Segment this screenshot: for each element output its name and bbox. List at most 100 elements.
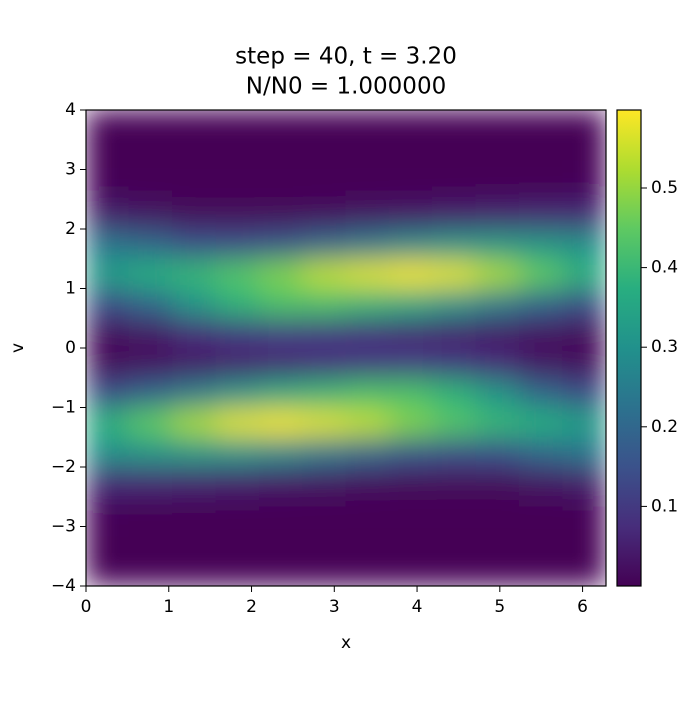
heatmap-cell xyxy=(388,526,434,557)
colorbar xyxy=(616,109,642,587)
heatmap-cell xyxy=(215,496,260,527)
heatmap-cell xyxy=(215,228,260,260)
heatmap-cell xyxy=(215,466,260,498)
x-tick-label: 3 xyxy=(329,597,340,617)
heatmap-cell xyxy=(86,347,130,379)
heatmap-cell xyxy=(172,139,217,170)
heatmap-cell xyxy=(562,169,606,200)
heatmap-cell xyxy=(562,288,606,319)
y-tick-label: 1 xyxy=(65,279,76,299)
heatmap-cell xyxy=(258,347,304,379)
heatmap-cell xyxy=(475,110,520,141)
plot-area xyxy=(86,110,606,586)
heatmap-cell xyxy=(86,496,130,527)
heatmap-cell xyxy=(518,169,564,200)
heatmap-cell xyxy=(345,466,390,498)
heatmap-cell xyxy=(388,555,434,586)
heatmap-cell xyxy=(172,436,217,468)
heatmap-cell xyxy=(475,407,520,438)
heatmap-cell xyxy=(128,110,174,141)
heatmap-cell xyxy=(518,526,564,557)
heatmap-cell xyxy=(432,555,477,586)
heatmap-cell xyxy=(172,169,217,200)
heatmap-cell xyxy=(388,110,434,141)
heatmap-cell xyxy=(302,526,347,557)
heatmap-cell xyxy=(302,466,347,498)
heatmap-cell xyxy=(172,198,217,230)
heatmap-cell xyxy=(86,377,130,408)
heatmap-cell xyxy=(518,198,564,230)
heatmap-cell xyxy=(475,496,520,527)
chart-subtitle: N/N0 = 1.000000 xyxy=(246,74,446,100)
heatmap-cell xyxy=(345,288,390,319)
heatmap-cell xyxy=(562,466,606,498)
heatmap-cell xyxy=(302,139,347,170)
colorbar-tick-label: 0.2 xyxy=(651,417,678,437)
heatmap-cell xyxy=(128,228,174,260)
colorbar-tick-label: 0.5 xyxy=(651,178,678,198)
heatmap-cell xyxy=(388,169,434,200)
heatmap-cell xyxy=(215,139,260,170)
colorbar-tick-label: 0.1 xyxy=(651,496,678,516)
heatmap-cell xyxy=(86,139,130,170)
heatmap-cell xyxy=(86,198,130,230)
heatmap-cell xyxy=(258,436,304,468)
heatmap-cell xyxy=(475,555,520,586)
heatmap-cell xyxy=(86,288,130,319)
heatmap-cell xyxy=(432,377,477,408)
heatmap-cell xyxy=(388,198,434,230)
heatmap-cell xyxy=(302,347,347,379)
heatmap-cell xyxy=(172,466,217,498)
heatmap-cell xyxy=(172,110,217,141)
heatmap-cell xyxy=(215,258,260,289)
y-tick-label: −4 xyxy=(51,576,76,596)
heatmap-cell xyxy=(518,436,564,468)
heatmap-cell xyxy=(302,169,347,200)
heatmap-cell xyxy=(388,436,434,468)
heatmap-cell xyxy=(345,198,390,230)
heatmap-cell xyxy=(432,288,477,319)
heatmap-cell xyxy=(86,228,130,260)
heatmap-cell xyxy=(432,258,477,289)
heatmap-cell xyxy=(345,258,390,289)
y-tick-label: −2 xyxy=(51,457,76,477)
heatmap-cell xyxy=(258,377,304,408)
heatmap-cell xyxy=(518,110,564,141)
heatmap-cell xyxy=(518,139,564,170)
heatmap-cell xyxy=(562,139,606,170)
heatmap-cell xyxy=(475,169,520,200)
heatmap-cell xyxy=(86,555,130,586)
heatmap-cell xyxy=(345,228,390,260)
heatmap-cell xyxy=(475,258,520,289)
heatmap-cell xyxy=(475,139,520,170)
heatmap-cell xyxy=(172,526,217,557)
heatmap-cell xyxy=(258,407,304,438)
heatmap-cell xyxy=(128,347,174,379)
heatmap-cell xyxy=(128,526,174,557)
heatmap-cell xyxy=(432,347,477,379)
heatmap-cell xyxy=(128,288,174,319)
heatmap-cell xyxy=(172,228,217,260)
heatmap-cell xyxy=(128,407,174,438)
heatmap-cell xyxy=(388,407,434,438)
heatmap-cell xyxy=(215,198,260,230)
y-tick-label: −3 xyxy=(51,517,76,537)
heatmap-cell xyxy=(388,466,434,498)
y-tick-label: 3 xyxy=(65,160,76,180)
x-tick-label: 2 xyxy=(246,597,257,617)
heatmap-cell xyxy=(562,555,606,586)
colorbar-tick-label: 0.4 xyxy=(651,258,678,278)
heatmap-cell xyxy=(518,377,564,408)
heatmap-cell xyxy=(432,407,477,438)
heatmap-cell xyxy=(215,377,260,408)
heatmap-cell xyxy=(562,228,606,260)
heatmap-cell xyxy=(345,347,390,379)
heatmap-cell xyxy=(302,407,347,438)
heatmap-cell xyxy=(172,347,217,379)
heatmap-cell xyxy=(475,466,520,498)
heatmap-cell xyxy=(345,169,390,200)
heatmap-cell xyxy=(388,139,434,170)
heatmap-cell xyxy=(345,436,390,468)
heatmap-cell xyxy=(388,288,434,319)
